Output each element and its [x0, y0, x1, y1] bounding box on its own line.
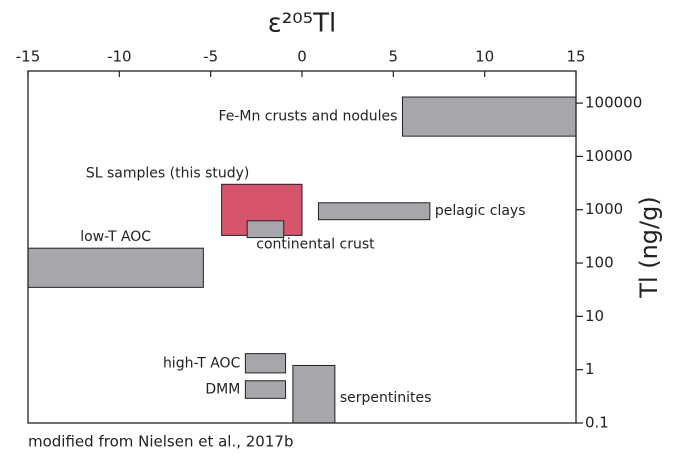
y-tick-label: 100: [585, 254, 614, 272]
range-box: [244, 380, 287, 399]
x-tick-label: -5: [203, 48, 218, 66]
range-label: continental crust: [256, 237, 375, 253]
y-tick-label: 10: [585, 307, 604, 325]
range-label: low-T AOC: [80, 229, 151, 245]
x-tick-label: -10: [107, 48, 132, 66]
y-tick-label: 100000: [585, 94, 642, 112]
range-label: pelagic clays: [435, 203, 526, 219]
range-label: Fe-Mn crusts and nodules: [218, 109, 397, 125]
x-tick-label: -15: [16, 48, 41, 66]
x-tick-label: 5: [389, 48, 399, 66]
y-axis-label: Tl (ng/g): [635, 196, 663, 298]
range-label: serpentinites: [340, 390, 432, 406]
range-label: SL samples (this study): [86, 165, 250, 181]
range-box: [401, 96, 577, 137]
range-box: [246, 220, 285, 239]
x-tick-label: 15: [566, 48, 585, 66]
y-tick-label: 1: [585, 360, 595, 378]
y-tick-label: 1000: [585, 200, 623, 218]
plot-frame: [27, 70, 577, 424]
x-tick-label: 0: [297, 48, 307, 66]
y-tick-label: 10000: [585, 147, 633, 165]
range-label: DMM: [205, 382, 240, 398]
range-label: high-T AOC: [163, 355, 241, 371]
range-box: [317, 202, 431, 221]
range-box: [27, 247, 204, 288]
x-axis-label: ε²⁰⁵Tl: [268, 9, 336, 39]
y-tick-label: 0.1: [585, 414, 609, 432]
range-box: [292, 364, 336, 424]
source-note: modified from Nielsen et al., 2017b: [28, 433, 293, 451]
range-box: [244, 353, 287, 374]
x-tick-label: 10: [475, 48, 494, 66]
